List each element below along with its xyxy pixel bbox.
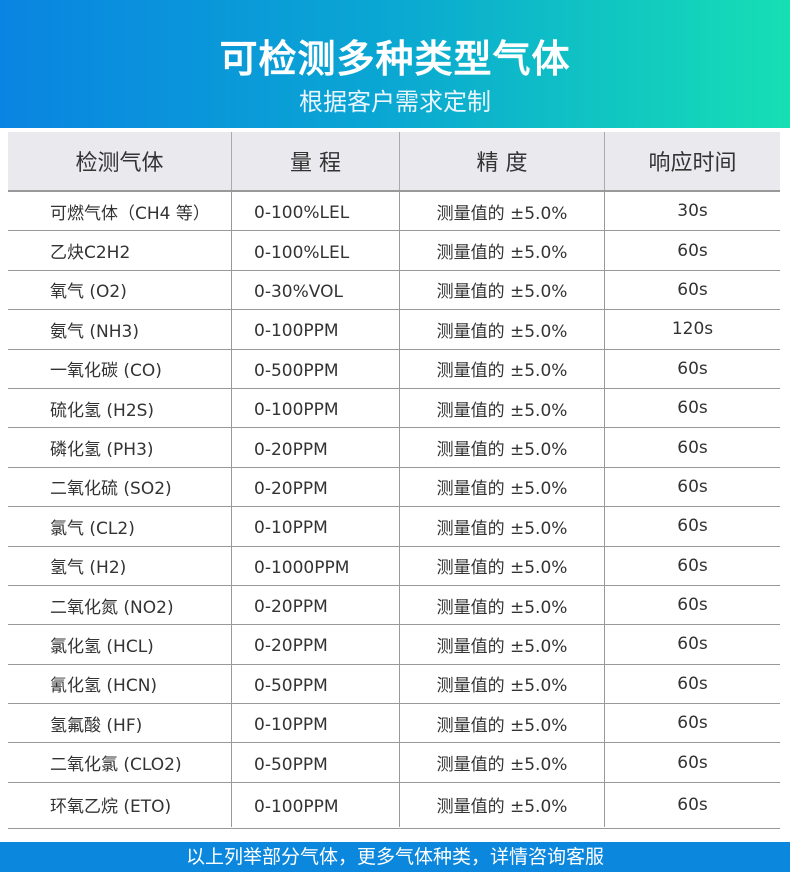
cell-response-time: 60s (677, 555, 708, 576)
cell-response-time: 60s (677, 437, 708, 458)
cell-accuracy: 测量值的 ±5.0% (400, 270, 605, 310)
table-row: 二氧化氮 (NO2) 0-20PPM 测量值的 ±5.0% 60s (8, 585, 780, 626)
cell-response-time: 60s (677, 516, 708, 537)
cell-accuracy: 测量值的 ±5.0% (400, 743, 605, 782)
cell-range: 0-50PPM (232, 664, 400, 704)
cell-gas: 氰化氢 (HCN) (8, 664, 232, 704)
cell-range: 0-100%LEL (232, 231, 400, 270)
cell-range: 0-20PPM (232, 625, 400, 664)
cell-gas: 一氧化碳 (CO) (8, 349, 232, 388)
column-header-accuracy: 精 度 (400, 132, 605, 190)
cell-gas: 二氧化氮 (NO2) (8, 585, 232, 625)
cell-range: 0-100%LEL (232, 192, 400, 231)
cell-accuracy: 测量值的 ±5.0% (400, 467, 605, 507)
cell-response-time: 60s (677, 398, 708, 419)
cell-gas: 氢气 (H2) (8, 546, 232, 585)
cell-range: 0-50PPM (232, 743, 400, 782)
cell-accuracy: 测量值的 ±5.0% (400, 310, 605, 349)
cell-gas: 二氧化氯 (CLO2) (8, 743, 232, 782)
table-row: 可燃气体（CH4 等） 0-100%LEL 测量值的 ±5.0% 30s (8, 192, 780, 232)
cell-range: 0-100PPM (232, 310, 400, 349)
cell-range: 0-20PPM (232, 585, 400, 625)
table-row: 二氧化硫 (SO2) 0-20PPM 测量值的 ±5.0% 60s (8, 467, 780, 508)
cell-accuracy: 测量值的 ±5.0% (400, 782, 605, 827)
cell-gas: 硫化氢 (H2S) (8, 388, 232, 428)
cell-range: 0-100PPM (232, 388, 400, 428)
cell-accuracy: 测量值的 ±5.0% (400, 664, 605, 704)
cell-response-time: 60s (677, 794, 708, 815)
table-row: 氧气 (O2) 0-30%VOL 测量值的 ±5.0% 60s (8, 270, 780, 311)
cell-accuracy: 测量值的 ±5.0% (400, 546, 605, 585)
table-row: 二氧化氯 (CLO2) 0-50PPM 测量值的 ±5.0% 60s (8, 743, 780, 783)
cell-response-time: 120s (671, 319, 714, 340)
table-body: 可燃气体（CH4 等） 0-100%LEL 测量值的 ±5.0% 30s 乙炔C2H2 0… (8, 192, 780, 827)
cell-accuracy: 测量值的 ±5.0% (400, 231, 605, 270)
cell-range: 0-500PPM (232, 349, 400, 388)
cell-gas: 乙炔C2H2 (8, 231, 232, 270)
cell-range: 0-1000PPM (232, 546, 400, 585)
cell-range: 0-20PPM (232, 467, 400, 507)
table-row: 氯化氢 (HCL) 0-20PPM 测量值的 ±5.0% 60s (8, 625, 780, 665)
cell-accuracy: 测量值的 ±5.0% (400, 625, 605, 664)
cell-response-time: 60s (677, 752, 708, 773)
cell-gas: 氧气 (O2) (8, 270, 232, 310)
table-row: 环氧乙烷 (ETO) 0-100PPM 测量值的 ±5.0% 60s (8, 782, 780, 827)
cell-accuracy: 测量值的 ±5.0% (400, 192, 605, 231)
page-title: 可检测多种类型气体 (219, 37, 571, 81)
cell-gas: 磷化氢 (PH3) (8, 428, 232, 467)
table-row: 磷化氢 (PH3) 0-20PPM 测量值的 ±5.0% 60s (8, 428, 780, 468)
cell-response-time: 60s (677, 358, 708, 379)
cell-response-time: 60s (677, 595, 708, 616)
table-row: 乙炔C2H2 0-100%LEL 测量值的 ±5.0% 60s (8, 231, 780, 271)
cell-response-time: 60s (677, 713, 708, 734)
cell-response-time: 60s (677, 476, 708, 497)
cell-gas: 氢氟酸 (HF) (8, 704, 232, 743)
cell-gas: 二氧化硫 (SO2) (8, 467, 232, 507)
cell-gas: 氯化氢 (HCL) (8, 625, 232, 664)
cell-response-time: 60s (677, 673, 708, 694)
cell-range: 0-10PPM (232, 704, 400, 743)
column-header-range: 量 程 (232, 132, 400, 190)
cell-range: 0-30%VOL (232, 270, 400, 310)
table-header: 检测气体 量 程 精 度 响应时间 (8, 132, 780, 192)
cell-accuracy: 测量值的 ±5.0% (400, 585, 605, 625)
cell-gas: 可燃气体（CH4 等） (8, 192, 232, 231)
table-row: 氢氟酸 (HF) 0-10PPM 测量值的 ±5.0% 60s (8, 704, 780, 744)
table-row: 氰化氢 (HCN) 0-50PPM 测量值的 ±5.0% 60s (8, 664, 780, 705)
cell-accuracy: 测量值的 ±5.0% (400, 349, 605, 388)
table-row: 一氧化碳 (CO) 0-500PPM 测量值的 ±5.0% 60s (8, 349, 780, 389)
table-row: 氨气 (NH3) 0-100PPM 测量值的 ±5.0% 120s (8, 310, 780, 350)
footer-banner: 以上列举部分气体，更多气体种类，详情咨询客服 (0, 842, 790, 872)
column-header-response-time: 响应时间 (648, 151, 737, 176)
cell-gas: 环氧乙烷 (ETO) (8, 782, 232, 827)
column-header-gas: 检测气体 (8, 132, 232, 190)
cell-range: 0-10PPM (232, 507, 400, 546)
cell-accuracy: 测量值的 ±5.0% (400, 428, 605, 467)
page-subtitle: 根据客户需求定制 (299, 88, 491, 116)
cell-accuracy: 测量值的 ±5.0% (400, 507, 605, 546)
cell-range: 0-20PPM (232, 428, 400, 467)
hero-banner: 可检测多种类型气体 根据客户需求定制 (0, 0, 790, 128)
cell-response-time: 60s (677, 279, 708, 300)
cell-accuracy: 测量值的 ±5.0% (400, 388, 605, 428)
cell-response-time: 60s (677, 240, 708, 261)
cell-accuracy: 测量值的 ±5.0% (400, 704, 605, 743)
cell-range: 0-100PPM (232, 782, 400, 827)
cell-gas: 氨气 (NH3) (8, 310, 232, 349)
cell-gas: 氯气 (CL2) (8, 507, 232, 546)
table-row: 氯气 (CL2) 0-10PPM 测量值的 ±5.0% 60s (8, 507, 780, 547)
cell-response-time: 30s (677, 201, 708, 222)
divider (8, 828, 780, 829)
table-row: 硫化氢 (H2S) 0-100PPM 测量值的 ±5.0% 60s (8, 388, 780, 429)
cell-response-time: 60s (677, 634, 708, 655)
table-row: 氢气 (H2) 0-1000PPM 测量值的 ±5.0% 60s (8, 546, 780, 586)
